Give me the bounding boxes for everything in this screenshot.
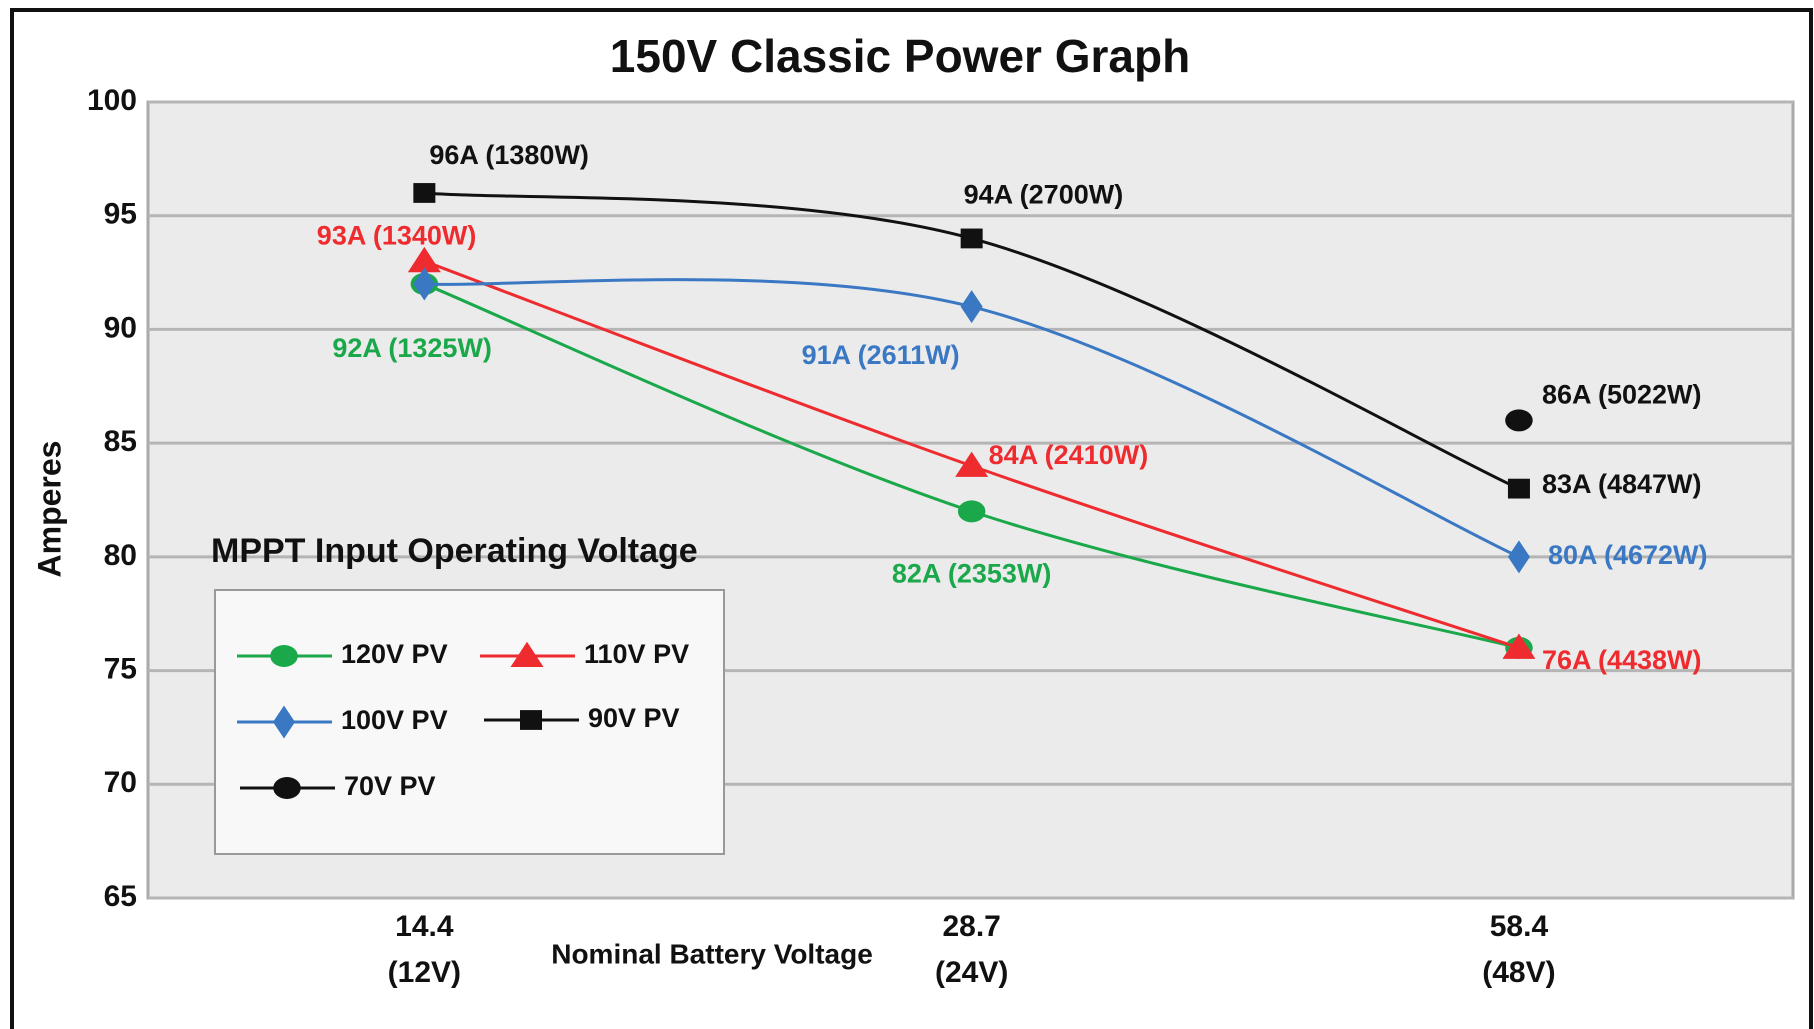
data-label: 83A (4847W) [1542,469,1702,499]
marker [413,183,436,203]
marker [510,641,544,667]
marker [1507,478,1530,499]
y-axis-label: Amperes [31,441,67,578]
data-label: 96A (1380W) [429,140,589,170]
y-tick-label: 80 [104,539,137,572]
legend-label: 90V PV [588,703,680,733]
marker [1507,540,1530,574]
marker [955,451,989,477]
legend-title: MPPT Input Operating Voltage [211,532,698,570]
marker [520,710,542,730]
data-label: 86A (5022W) [1542,380,1702,410]
data-label: 84A (2410W) [989,440,1149,470]
marker [407,246,441,273]
x-tick-sublabel: (48V) [1482,956,1555,989]
x-tick-sublabel: (12V) [388,956,461,989]
chart-title: 150V Classic Power Graph [610,30,1190,82]
y-tick-label: 75 [104,652,137,685]
y-tick-label: 85 [104,425,137,458]
legend-label: 120V PV [341,639,448,669]
data-label: 80A (4672W) [1548,540,1708,570]
x-axis-label: Nominal Battery Voltage [551,938,873,969]
marker [1505,409,1533,432]
x-tick-label: 58.4 [1490,910,1549,943]
y-tick-label: 95 [104,198,137,231]
marker [273,705,295,739]
data-label: 94A (2700W) [964,180,1124,210]
marker [1502,633,1536,659]
legend: 120V PV 110V PV 100V PV 90V PV 70V PV [237,639,689,801]
legend-label: 100V PV [341,705,448,735]
marker [270,645,298,667]
y-tick-label: 100 [87,84,137,117]
data-labels: 92A (1325W) 82A (2353W) 93A (1340W) 84A (24… [317,140,1708,675]
y-tick-label: 65 [104,880,137,913]
x-tick-label: 14.4 [395,910,454,943]
legend-label: 110V PV [584,639,689,669]
data-label: 92A (1325W) [332,333,492,363]
data-label: 76A (4438W) [1542,645,1702,675]
legend-label: 70V PV [344,771,436,801]
y-tick-label: 90 [104,311,137,344]
marker [957,500,986,523]
series-lines [407,183,1536,659]
data-label: 82A (2353W) [892,558,1052,588]
y-tick-label: 70 [104,766,137,799]
x-tick-sublabel: (24V) [935,956,1008,989]
grid [148,100,1793,900]
data-label: 93A (1340W) [317,220,477,250]
marker [960,228,983,249]
marker [273,777,301,799]
marker [960,290,983,324]
marker [413,267,436,301]
data-label: 91A (2611W) [802,340,960,370]
x-tick-label: 28.7 [942,910,1000,943]
